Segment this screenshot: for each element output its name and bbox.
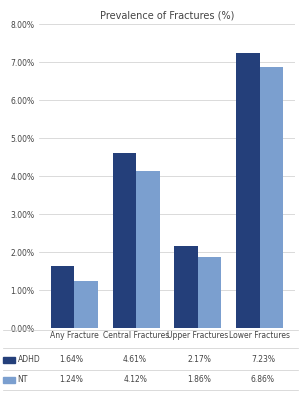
Text: 1.24%: 1.24% [59, 376, 83, 384]
Text: 6.86%: 6.86% [251, 376, 275, 384]
Bar [136, 172, 160, 328]
Text: 4.12%: 4.12% [123, 376, 147, 384]
Bar [260, 67, 283, 328]
Title: Prevalence of Fractures (%): Prevalence of Fractures (%) [100, 10, 234, 20]
Text: 1.86%: 1.86% [187, 376, 211, 384]
Bar [175, 246, 198, 328]
Bar [51, 266, 74, 328]
Text: 4.61%: 4.61% [123, 356, 147, 364]
Text: 1.64%: 1.64% [59, 356, 83, 364]
Bar [236, 53, 260, 328]
Text: ADHD: ADHD [17, 356, 40, 364]
Text: NT: NT [17, 376, 28, 384]
Text: 7.23%: 7.23% [251, 356, 275, 364]
Bar [74, 281, 98, 328]
Bar [198, 257, 222, 328]
Bar [113, 153, 136, 328]
Text: 2.17%: 2.17% [187, 356, 211, 364]
